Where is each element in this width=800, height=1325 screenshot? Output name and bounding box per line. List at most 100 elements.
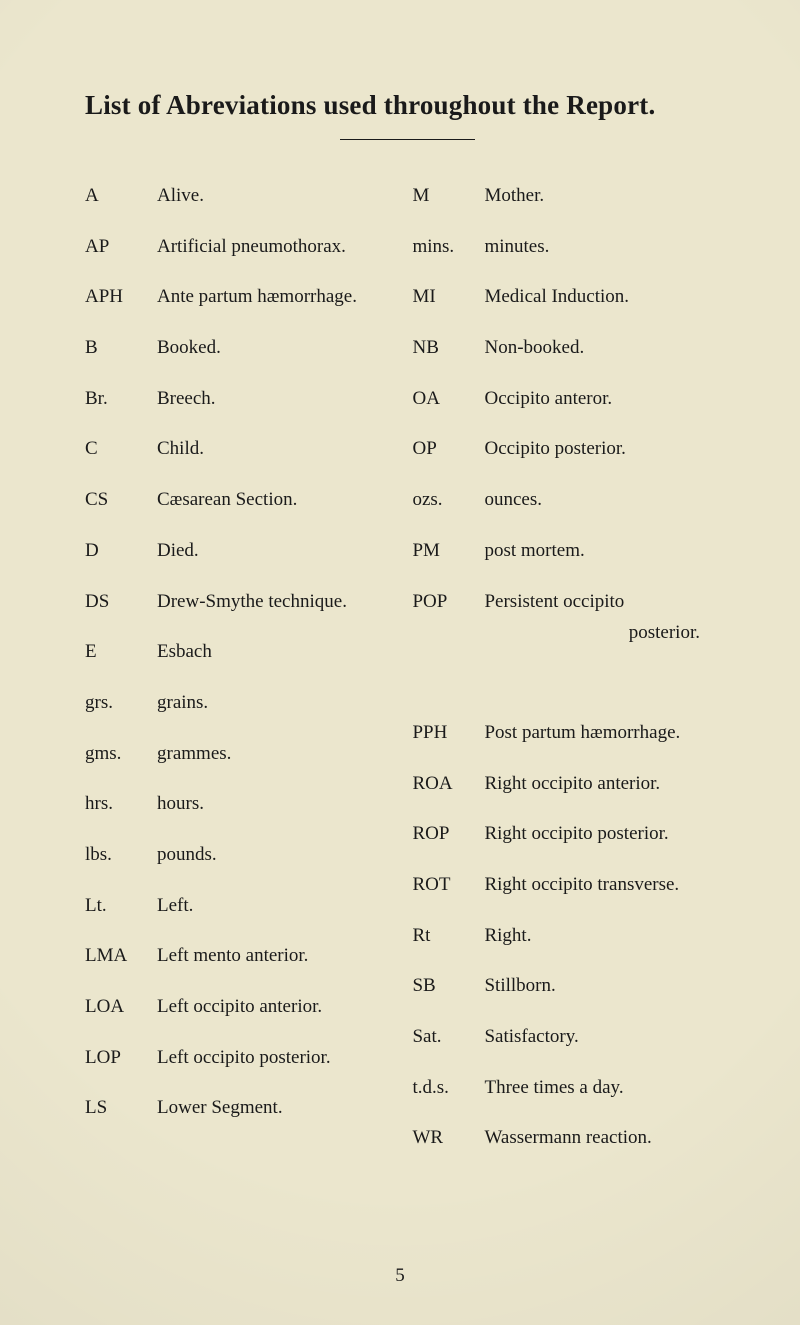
abbrev-key: gms.	[85, 742, 157, 767]
abbrev-row: lbs.pounds.	[85, 843, 412, 868]
abbrev-def: hours.	[157, 792, 412, 817]
abbrev-key: hrs.	[85, 792, 157, 817]
abbrev-row: ozs.ounces.	[412, 488, 730, 513]
abbrev-key: MI	[412, 285, 484, 310]
abbrev-def: Left.	[157, 894, 412, 919]
abbrev-row: ROPRight occipito posterior.	[412, 822, 730, 847]
abbrev-key: mins.	[412, 235, 484, 260]
abbrev-row: LOALeft occipito anterior.	[85, 995, 412, 1020]
abbrev-def: Occipito posterior.	[484, 437, 730, 462]
abbrev-row: PPHPost partum hæmorrhage.	[412, 721, 730, 746]
abbrev-key: LMA	[85, 944, 157, 969]
abbrev-key: NB	[412, 336, 484, 361]
abbrev-key: Br.	[85, 387, 157, 412]
abbrev-row: POPPersistent occipito	[412, 590, 730, 615]
abbrev-key: Sat.	[412, 1025, 484, 1050]
abbrev-def: Alive.	[157, 184, 412, 209]
abbrev-key: LOP	[85, 1046, 157, 1071]
abbrev-key: POP	[412, 590, 484, 615]
abbrev-key: CS	[85, 488, 157, 513]
abbrev-row: DSDrew-Smythe technique.	[85, 590, 412, 615]
abbrev-row: CSCæsarean Section.	[85, 488, 412, 513]
abbrev-key: LS	[85, 1096, 157, 1121]
abbrev-key: ROP	[412, 822, 484, 847]
abbrev-def: Left mento anterior.	[157, 944, 412, 969]
abbrev-def: Ante partum hæmorrhage.	[157, 285, 412, 310]
abbrev-row: t.d.s.Three times a day.	[412, 1076, 730, 1101]
abbrev-key: lbs.	[85, 843, 157, 868]
abbrev-row: NBNon-booked.	[412, 336, 730, 361]
abbrev-def: Right.	[484, 924, 730, 949]
abbrev-key: OP	[412, 437, 484, 462]
abbrev-def: Cæsarean Section.	[157, 488, 412, 513]
abbrev-key: ozs.	[412, 488, 484, 513]
abbrev-key: DS	[85, 590, 157, 615]
abbrev-def: Wassermann reaction.	[484, 1126, 730, 1151]
abbrev-key: B	[85, 336, 157, 361]
abbrev-row: OPOccipito posterior.	[412, 437, 730, 462]
left-column: AAlive.APArtificial pneumothorax.APHAnte…	[85, 184, 412, 1177]
abbrev-row: Br.Breech.	[85, 387, 412, 412]
abbrev-def: Left occipito posterior.	[157, 1046, 412, 1071]
abbrev-def: Non-booked.	[484, 336, 730, 361]
abbrev-def: Persistent occipito	[484, 590, 730, 615]
abbrev-row: Lt.Left.	[85, 894, 412, 919]
abbrev-row: SBStillborn.	[412, 974, 730, 999]
abbrev-row: ROTRight occipito transverse.	[412, 873, 730, 898]
abbrev-def: Left occipito anterior.	[157, 995, 412, 1020]
abbrev-key: WR	[412, 1126, 484, 1151]
abbrev-row: CChild.	[85, 437, 412, 462]
abbrev-def: Right occipito anterior.	[484, 772, 730, 797]
abbrev-row: LMALeft mento anterior.	[85, 944, 412, 969]
abbrev-def: Three times a day.	[484, 1076, 730, 1101]
abbrev-row: ROARight occipito anterior.	[412, 772, 730, 797]
abbrev-row: APArtificial pneumothorax.	[85, 235, 412, 260]
abbrev-def: Mother.	[484, 184, 730, 209]
abbrev-key: PM	[412, 539, 484, 564]
abbrev-row: gms.grammes.	[85, 742, 412, 767]
abbrev-key: ROA	[412, 772, 484, 797]
abbrev-def: ounces.	[484, 488, 730, 513]
abbrev-columns: AAlive.APArtificial pneumothorax.APHAnte…	[85, 184, 730, 1177]
abbrev-def-continuation: posterior.	[412, 622, 730, 644]
abbrev-key: PPH	[412, 721, 484, 746]
abbrev-def: Child.	[157, 437, 412, 462]
abbrev-row: LOPLeft occipito posterior.	[85, 1046, 412, 1071]
right-column: MMother. mins.minutes. MIMedical Induction…	[412, 184, 730, 1177]
abbrev-row: Sat.Satisfactory.	[412, 1025, 730, 1050]
abbrev-key: APH	[85, 285, 157, 310]
abbrev-key: M	[412, 184, 484, 209]
abbrev-def: Esbach	[157, 640, 412, 665]
abbrev-key: Rt	[412, 924, 484, 949]
page: List of Abreviations used throughout the…	[0, 0, 800, 1325]
abbrev-row: MIMedical Induction.	[412, 285, 730, 310]
abbrev-row: EEsbach	[85, 640, 412, 665]
abbrev-key: A	[85, 184, 157, 209]
abbrev-def: Drew-Smythe technique.	[157, 590, 412, 615]
abbrev-def: Stillborn.	[484, 974, 730, 999]
abbrev-def: pounds.	[157, 843, 412, 868]
abbrev-row: DDied.	[85, 539, 412, 564]
abbrev-row: BBooked.	[85, 336, 412, 361]
abbrev-def: post mortem.	[484, 539, 730, 564]
abbrev-key: grs.	[85, 691, 157, 716]
abbrev-def: Breech.	[157, 387, 412, 412]
title-rule	[340, 139, 475, 140]
abbrev-row: LSLower Segment.	[85, 1096, 412, 1121]
abbrev-key: AP	[85, 235, 157, 260]
abbrev-def: Medical Induction.	[484, 285, 730, 310]
abbrev-row: RtRight.	[412, 924, 730, 949]
abbrev-key: ROT	[412, 873, 484, 898]
abbrev-def: Died.	[157, 539, 412, 564]
abbrev-key: t.d.s.	[412, 1076, 484, 1101]
page-number: 5	[0, 1265, 800, 1287]
abbrev-def: Artificial pneumothorax.	[157, 235, 412, 260]
abbrev-def: Right occipito posterior.	[484, 822, 730, 847]
abbrev-def: Satisfactory.	[484, 1025, 730, 1050]
abbrev-key: Lt.	[85, 894, 157, 919]
abbrev-key: SB	[412, 974, 484, 999]
abbrev-row: mins.minutes.	[412, 235, 730, 260]
abbrev-def: Right occipito transverse.	[484, 873, 730, 898]
abbrev-row: hrs.hours.	[85, 792, 412, 817]
abbrev-def: Booked.	[157, 336, 412, 361]
